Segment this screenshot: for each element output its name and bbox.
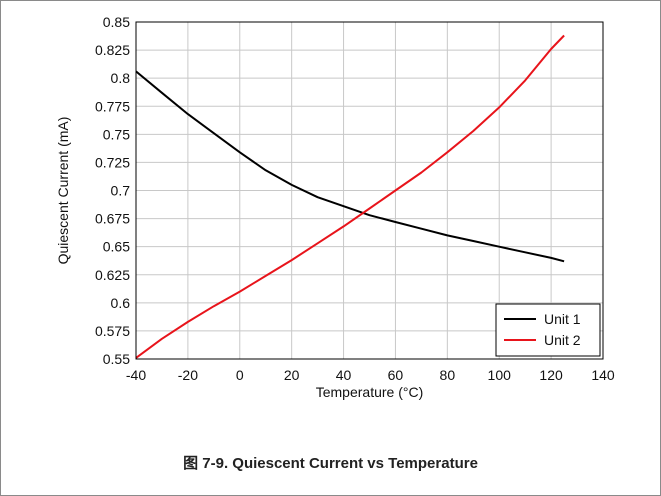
y-tick-label: 0.575 [95, 323, 130, 339]
x-tick-label: 60 [388, 367, 404, 383]
y-tick-label: 0.7 [111, 183, 131, 199]
x-tick-label: 20 [284, 367, 300, 383]
legend-box [495, 303, 601, 357]
legend-label: Unit 1 [544, 311, 581, 327]
x-tick-label: 120 [539, 367, 563, 383]
legend-label: Unit 2 [544, 332, 581, 348]
chart: -40 -20 0 20 40 60 80 100 120 140 0.55 0.575 0.6 0.6… [55, 14, 615, 400]
y-tick-label: 0.725 [95, 154, 130, 170]
series-line-1 [135, 70, 565, 263]
y-tick-label: 0.625 [95, 267, 130, 283]
y-axis-label: Quiescent Current (mA) [55, 117, 71, 265]
plot-border [135, 21, 604, 360]
x-tick-label: 100 [488, 367, 512, 383]
y-tick-label: 0.75 [103, 126, 130, 142]
y-tick-labels: 0.55 0.575 0.6 0.625 0.65 0.675 0.7 0.725 0.75 0.… [95, 14, 130, 367]
x-tick-label: 140 [591, 367, 615, 383]
y-tick-label: 0.55 [103, 351, 130, 367]
figure-caption: 图 7-9. Quiescent Current vs Temperature [0, 452, 661, 473]
y-tick-label: 0.6 [111, 295, 131, 311]
x-tick-label: 40 [336, 367, 352, 383]
series-line-2 [135, 34, 565, 359]
y-tick-label: 0.775 [95, 98, 130, 114]
y-tick-label: 0.8 [111, 70, 131, 86]
figure-label-prefix: 图 [183, 454, 199, 472]
x-tick-label: 0 [236, 367, 244, 383]
y-tick-label: 0.825 [95, 42, 130, 58]
x-tick-label: 80 [440, 367, 456, 383]
x-tick-label: -20 [178, 367, 198, 383]
x-tick-labels: -40 -20 0 20 40 60 80 100 120 140 [126, 367, 615, 383]
figure-caption-text: 7-9. Quiescent Current vs Temperature [202, 455, 478, 472]
y-tick-label: 0.675 [95, 211, 130, 227]
x-axis-label: Temperature (°C) [316, 384, 424, 400]
y-tick-label: 0.85 [103, 14, 130, 30]
y-tick-label: 0.65 [103, 239, 130, 255]
x-tick-label: -40 [126, 367, 146, 383]
series-group [135, 34, 565, 359]
legend: Unit 1 Unit 2 [495, 303, 601, 357]
